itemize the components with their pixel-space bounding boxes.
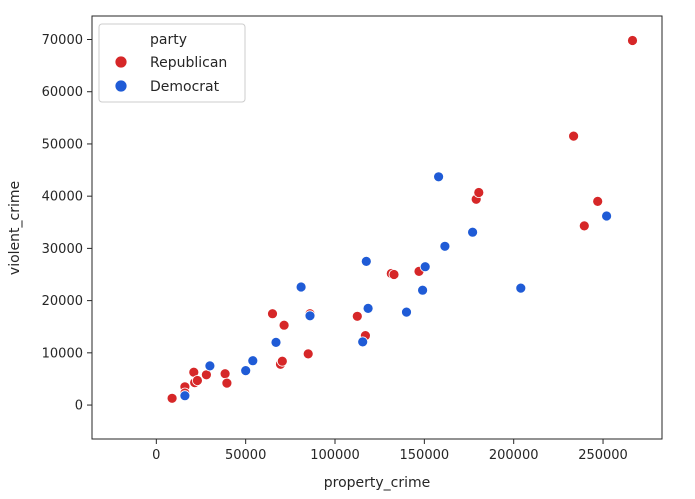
x-tick-label: 150000 (400, 448, 450, 463)
y-tick-label: 20000 (42, 294, 83, 309)
data-point-republican (191, 375, 203, 386)
data-point-republican (276, 355, 288, 367)
legend-box (98, 23, 246, 103)
y-tick-label: 60000 (42, 85, 83, 100)
legend-marker-republican (114, 55, 128, 69)
y-tick-label: 0 (75, 399, 83, 414)
data-point-democrat (419, 261, 431, 273)
x-axis-title: property_crime (324, 475, 431, 491)
legend-label-republican: Republican (150, 55, 227, 71)
data-point-democrat (362, 302, 374, 314)
data-point-democrat (601, 210, 612, 222)
data-point-republican (267, 308, 278, 320)
data-point-republican (627, 35, 638, 46)
data-point-democrat (515, 282, 527, 294)
data-point-democrat (304, 310, 316, 322)
data-point-republican (166, 392, 178, 404)
data-point-republican (592, 195, 604, 207)
y-axis-title: violent_crime (7, 181, 23, 275)
legend-label-democrat: Democrat (150, 79, 220, 95)
data-point-democrat (357, 336, 369, 348)
data-point-republican (473, 187, 485, 198)
y-tick-label: 30000 (42, 242, 83, 257)
x-tick-label: 0 (152, 448, 160, 463)
y-tick-label: 40000 (42, 190, 83, 205)
data-point-republican (219, 368, 231, 380)
x-tick-label: 100000 (310, 448, 360, 463)
legend-marker-democrat (114, 79, 128, 93)
data-point-democrat (240, 365, 252, 377)
legend: party Republican Democrat (98, 23, 246, 103)
data-point-democrat (270, 336, 282, 348)
data-point-democrat (417, 284, 429, 296)
data-point-republican (351, 310, 363, 322)
x-axis: 0 50000 100000 150000 200000 250000 (152, 439, 628, 463)
x-tick-label: 250000 (578, 448, 628, 463)
y-tick-label: 70000 (42, 33, 83, 48)
data-point-democrat (401, 306, 412, 318)
data-point-democrat (467, 226, 479, 238)
data-point-democrat (360, 255, 372, 267)
data-point-democrat (295, 281, 307, 293)
data-point-democrat (204, 360, 216, 372)
data-point-democrat (179, 390, 191, 402)
x-tick-label: 200000 (489, 448, 539, 463)
data-point-republican (278, 319, 290, 331)
y-tick-label: 10000 (42, 346, 83, 361)
data-point-democrat (439, 240, 451, 252)
y-axis: 0 10000 20000 30000 40000 50000 60000 70000 (42, 33, 92, 414)
data-point-democrat (433, 171, 445, 183)
y-tick-label: 50000 (42, 137, 83, 152)
x-tick-label: 50000 (225, 448, 266, 463)
plot-frame (91, 15, 663, 440)
data-point-republican (388, 269, 400, 280)
data-point-republican (578, 220, 590, 232)
data-point-republican (568, 130, 579, 142)
legend-title: party (150, 32, 187, 48)
data-point-democrat (247, 355, 259, 367)
data-point-republican (221, 377, 233, 389)
points-layer (166, 35, 638, 404)
data-point-republican (302, 348, 314, 360)
